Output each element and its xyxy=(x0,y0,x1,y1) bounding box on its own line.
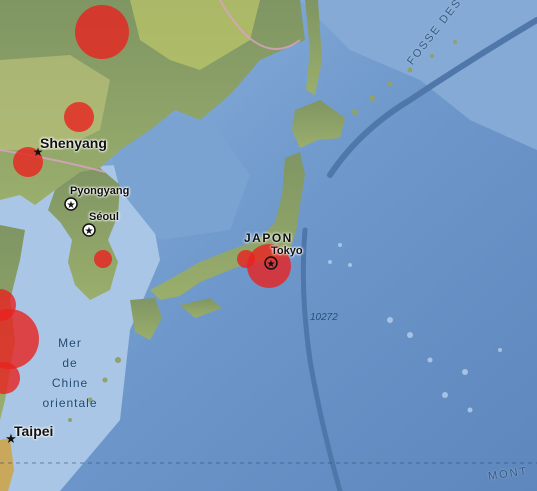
capital-marker-icon xyxy=(264,256,278,270)
lowland-plain xyxy=(130,0,260,70)
sea-label-line: Mer xyxy=(58,336,82,350)
border-line xyxy=(219,0,301,50)
label-seoul: Séoul xyxy=(89,211,119,223)
label-pyongyang: Pyongyang xyxy=(70,185,130,197)
izu-bonin-trench-line xyxy=(300,227,343,491)
kuril-islands xyxy=(352,40,457,115)
sea-label-line: orientale xyxy=(42,396,98,410)
capital-marker-icon xyxy=(82,223,96,237)
earthquake-marker[interactable] xyxy=(13,147,43,177)
earthquake-marker[interactable] xyxy=(75,5,129,59)
label-taipei: Taipei xyxy=(14,423,54,439)
sea-of-japan xyxy=(100,110,250,240)
earthquake-marker[interactable] xyxy=(0,289,16,321)
star-icon: ★ xyxy=(85,226,94,237)
kuril-trench-line xyxy=(327,17,537,178)
star-icon: ★ xyxy=(67,200,76,211)
label-depth: 10272 xyxy=(310,312,338,323)
shikoku xyxy=(180,298,222,318)
sea-of-okhotsk xyxy=(300,0,537,150)
seamounts xyxy=(328,243,502,413)
kyushu xyxy=(130,298,162,340)
capital-marker-icon xyxy=(64,197,78,211)
earthquake-marker[interactable] xyxy=(0,309,39,369)
earthquake-marker[interactable] xyxy=(94,250,112,268)
hokkaido xyxy=(292,100,345,148)
border-line xyxy=(0,149,106,173)
label-east-china-sea: Mer de Chine orientale xyxy=(30,333,110,413)
ryukyu-islands xyxy=(48,357,121,434)
star-icon: ★ xyxy=(267,259,276,270)
honshu xyxy=(150,152,305,300)
earthquake-marker[interactable] xyxy=(0,362,20,394)
taiwan xyxy=(0,438,14,491)
sakhalin xyxy=(305,0,322,95)
earthquake-marker[interactable] xyxy=(64,102,94,132)
earthquake-marker[interactable] xyxy=(247,244,291,288)
sea-label-line: Chine xyxy=(51,376,89,390)
sea-label-line: de xyxy=(62,356,78,370)
yellow-sea-shelf xyxy=(0,165,160,491)
label-shenyang: Shenyang xyxy=(40,135,107,151)
label-japan: JAPON xyxy=(244,231,293,245)
label-tokyo: Tokyo xyxy=(271,245,303,257)
city-star-icon: ★ xyxy=(33,145,44,159)
city-star-icon: ★ xyxy=(5,432,17,447)
